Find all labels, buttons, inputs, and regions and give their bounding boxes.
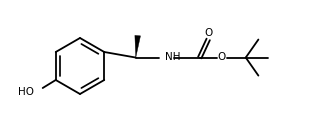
Text: O: O xyxy=(218,52,226,62)
Text: HO: HO xyxy=(18,87,34,97)
Text: O: O xyxy=(204,28,212,38)
Polygon shape xyxy=(135,35,141,58)
Text: NH: NH xyxy=(165,52,180,62)
